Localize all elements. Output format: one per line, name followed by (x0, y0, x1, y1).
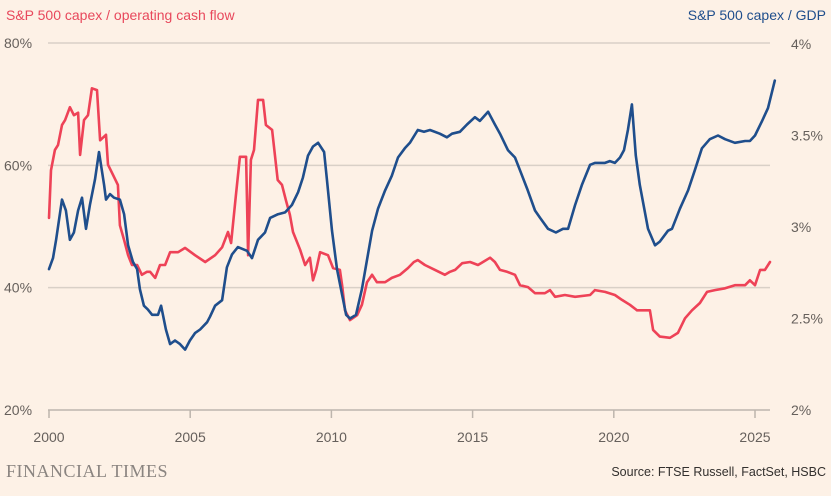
source-note: Source: FTSE Russell, FactSet, HSBC (611, 465, 826, 479)
right-tick-label: 2% (791, 402, 811, 418)
x-tick-label: 2025 (739, 429, 770, 445)
series-lines (47, 79, 777, 351)
right-tick-label: 3% (791, 219, 811, 235)
x-axis: 2000 2005 2010 2015 2020 2025 (33, 410, 771, 445)
left-tick-label: 20% (4, 402, 32, 418)
x-tick-label: 2010 (316, 429, 347, 445)
right-tick-label: 2.5% (791, 311, 823, 327)
right-tick-label: 3.5% (791, 128, 823, 144)
left-axis-title: S&P 500 capex / operating cash flow (6, 7, 235, 23)
left-tick-label: 40% (4, 280, 32, 296)
gridlines (48, 42, 770, 411)
x-tick-label: 2020 (598, 429, 629, 445)
right-axis: 4% 3.5% 3% 2.5% 2% (791, 36, 823, 418)
left-tick-label: 60% (4, 157, 32, 173)
right-tick-label: 4% (791, 36, 811, 52)
capex-to-cash-flow-line (47, 87, 772, 340)
x-tick-label: 2005 (175, 429, 206, 445)
left-tick-label: 80% (4, 35, 32, 51)
capex-to-gdp-line (47, 79, 777, 351)
x-tick-label: 2015 (457, 429, 488, 445)
ft-logo: FINANCIAL TIMES (6, 461, 168, 481)
right-axis-title: S&P 500 capex / GDP (688, 7, 826, 23)
left-axis: 80% 60% 40% 20% (4, 35, 32, 418)
x-tick-label: 2000 (33, 429, 64, 445)
